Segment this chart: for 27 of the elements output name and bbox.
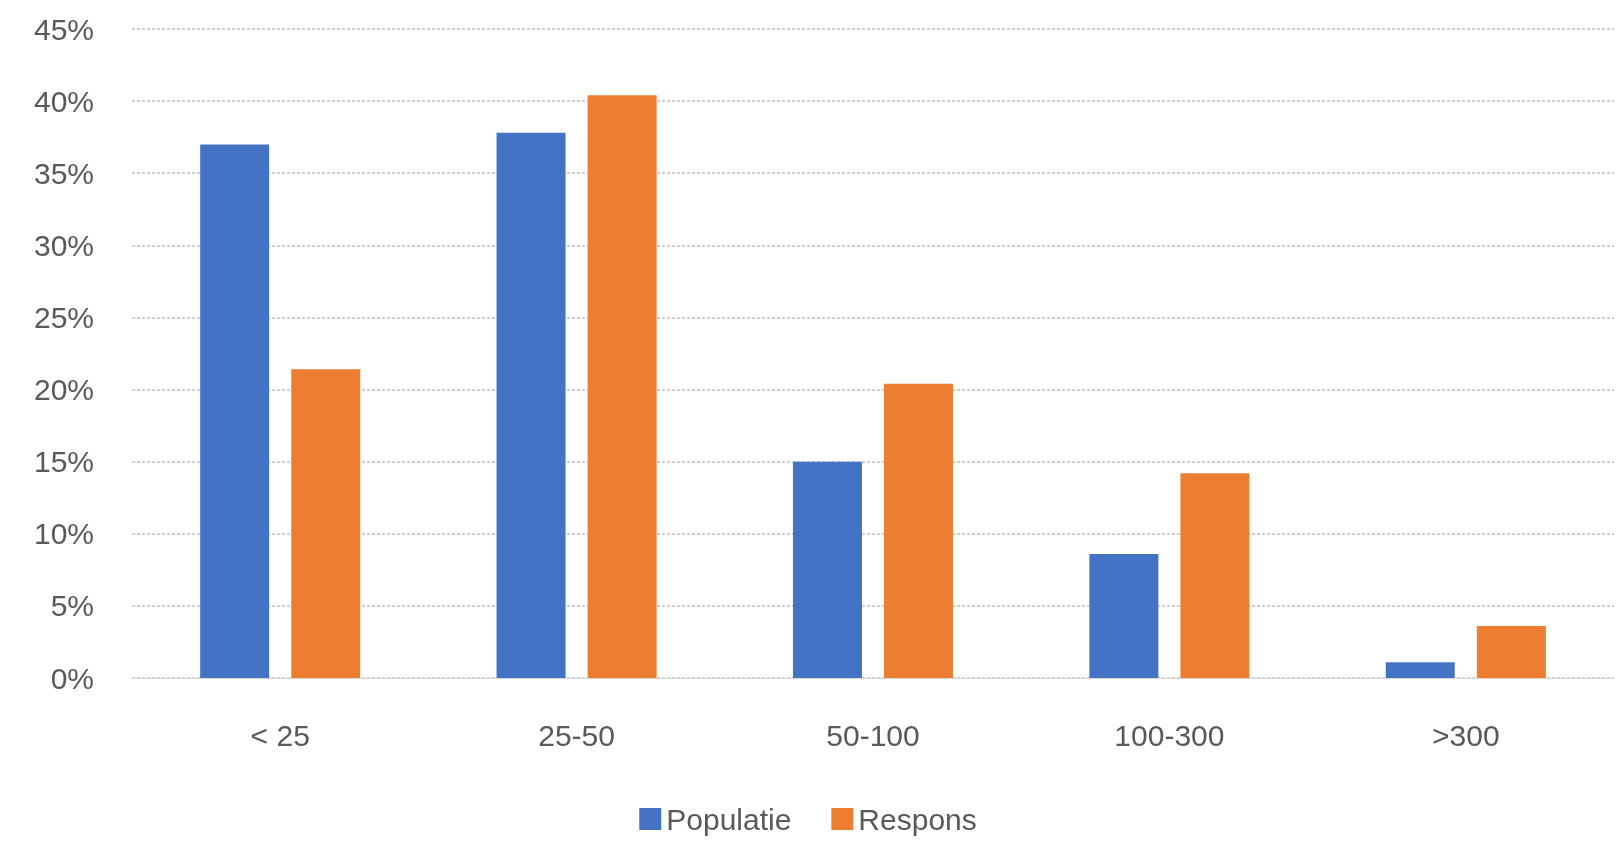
y-tick-label: 5% xyxy=(50,589,94,623)
x-tick-label: >300 xyxy=(1432,718,1500,752)
bar xyxy=(1476,626,1546,678)
x-tick-label: < 25 xyxy=(250,718,310,752)
bar xyxy=(884,383,954,678)
y-tick-label: 40% xyxy=(33,84,94,118)
y-tick-label: 35% xyxy=(33,156,94,190)
bar xyxy=(496,132,566,678)
y-tick-label: 10% xyxy=(33,517,94,551)
x-tick-label: 50-100 xyxy=(826,718,920,752)
bar xyxy=(1385,662,1455,678)
legend-label: Respons xyxy=(858,802,977,836)
bar xyxy=(200,144,270,678)
bar xyxy=(587,95,657,678)
y-tick-label: 30% xyxy=(33,228,94,262)
y-tick-label: 20% xyxy=(33,373,94,407)
y-tick-label: 25% xyxy=(33,300,94,334)
y-tick-label: 45% xyxy=(33,12,94,46)
bar xyxy=(792,461,862,678)
legend-label: Populatie xyxy=(666,802,792,836)
bar xyxy=(1180,473,1250,678)
x-tick-label: 25-50 xyxy=(538,718,615,752)
y-tick-label: 15% xyxy=(33,445,94,479)
x-tick-label: 100-300 xyxy=(1114,718,1225,752)
bar xyxy=(291,369,361,678)
bar xyxy=(1089,553,1159,678)
y-tick-label: 0% xyxy=(50,661,94,695)
